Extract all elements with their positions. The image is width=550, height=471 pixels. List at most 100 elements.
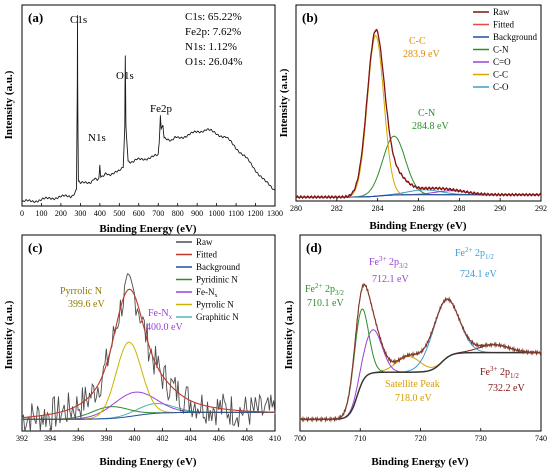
x-tick-label: 720 [415, 434, 427, 443]
panel-c-label: (c) [28, 240, 42, 255]
composition-o1s: O1s: 26.04% [185, 56, 242, 68]
x-tick-label: 408 [241, 434, 253, 443]
x-tick-label: 1000 [209, 209, 225, 218]
annotation-cn-name: C-N [418, 108, 435, 119]
x-tick-label: 600 [133, 209, 145, 218]
panel-c-xlabel: Binding Energy (eV) [99, 456, 197, 468]
x-tick-label: 284 [372, 204, 384, 213]
x-tick-label: 400 [128, 434, 140, 443]
legend-label-pyridinic-n: Pyridinic N [196, 275, 238, 285]
panel-a-xlabel: Binding Energy (eV) [99, 223, 197, 235]
legend-label-background: Background [493, 32, 537, 42]
x-tick-label: 740 [535, 434, 547, 443]
legend-label-graphitic-n: Graphitic N [196, 312, 239, 322]
legend-label-raw: Raw [493, 7, 510, 17]
annotation-fen-name: Fe-Nx [148, 308, 173, 321]
peak-label-fe2p: Fe2p [150, 103, 173, 115]
x-tick-label: 400 [94, 209, 106, 218]
annotation-pyrrolic-name: Pyrrolic N [60, 286, 102, 297]
series-line-fe-n [22, 391, 275, 420]
annotation-cc-energy: 283.9 eV [403, 49, 440, 60]
legend-label-fe-n: Fe-Nx [196, 287, 218, 299]
panel-d-xlabel: Binding Energy (eV) [371, 456, 469, 468]
peak-label-o1s: O1s [116, 70, 134, 82]
legend-label-background: Background [196, 262, 240, 272]
x-tick-label: 402 [157, 434, 169, 443]
panel-a-frame [21, 4, 276, 207]
x-tick-label: 288 [453, 204, 465, 213]
x-tick-label: 300 [74, 209, 86, 218]
legend-label-fitted: Fitted [493, 20, 515, 30]
x-tick-label: 396 [72, 434, 84, 443]
annotation-fen-energy: 400.0 eV [146, 322, 183, 333]
annotation-fe2-2p32: Fe2+ 2p3/2 [305, 282, 344, 297]
x-tick-label: 100 [35, 209, 47, 218]
x-tick-label: 282 [331, 204, 343, 213]
peak-label-c1s: C1s [70, 14, 87, 26]
annotation-cc-name: C-C [409, 36, 426, 47]
panel-c-frame [21, 234, 276, 432]
x-tick-label: 900 [191, 209, 203, 218]
panel-d-label: (d) [306, 240, 322, 255]
x-tick-label: 500 [113, 209, 125, 218]
x-tick-label: 286 [413, 204, 425, 213]
composition-n1s: N1s: 1.12% [185, 41, 237, 53]
x-tick-label: 398 [100, 434, 112, 443]
legend-label-fitted: Fitted [196, 250, 218, 260]
series-line-fitted [21, 288, 275, 419]
peak-label-n1s: N1s [88, 132, 106, 144]
series-line-raw [295, 28, 542, 200]
annotation-satellite: Satellite Peak [385, 379, 440, 390]
legend-label-raw: Raw [196, 237, 213, 247]
annotation-fe3-2p32: Fe3+ 2p3/2 [369, 255, 408, 270]
legend-label-c-n: C-N [493, 45, 509, 55]
panel-d: 700 710 720 730 740 (d) Fe2+ 2p3/2 710.1 eV … [283, 234, 547, 468]
x-tick-label: 410 [269, 434, 281, 443]
x-tick-label: 800 [172, 209, 184, 218]
panel-b-legend: Raw Fitted Background C-N C=O C-C C-O [473, 7, 537, 92]
panel-b-ylabel: Intensity (a.u.) [278, 68, 290, 137]
panel-b-label: (b) [302, 10, 318, 25]
annotation-fe3-2p12-energy: 732.2 eV [488, 383, 525, 394]
annotation-fe2-2p12: Fe2+ 2p1/2 [455, 246, 494, 261]
panel-c-legend: Raw Fitted Background Pyridinic N Fe-NxPyrro… [176, 237, 240, 322]
survey-spectrum-line [21, 15, 276, 203]
x-tick-label: 700 [294, 434, 306, 443]
panel-b-xlabel: Binding Energy (eV) [369, 220, 467, 232]
panel-a-ylabel: Intensity (a.u.) [3, 70, 15, 139]
annotation-fe2-2p32-energy: 710.1 eV [307, 298, 344, 309]
annotation-fe3-2p32-energy: 712.1 eV [372, 274, 409, 285]
annotation-satellite-energy: 718.0 eV [395, 393, 432, 404]
x-tick-label: 404 [185, 434, 197, 443]
annotation-fe2-2p12-energy: 724.1 eV [460, 269, 497, 280]
panel-c-ylabel: Intensity (a.u.) [3, 300, 15, 369]
x-tick-label: 406 [213, 434, 225, 443]
legend-label-pyrrolic-n: Pyrrolic N [196, 300, 234, 310]
x-tick-label: 1100 [228, 209, 244, 218]
x-tick-label: 280 [290, 204, 302, 213]
annotation-fe3-2p12: Fe3+ 2p1/2 [480, 365, 519, 380]
panel-a-label: (a) [28, 10, 43, 25]
annotation-fen-subscript: x [169, 313, 173, 321]
series-line-raw [299, 282, 542, 423]
annotation-cn-energy: 284.8 eV [412, 121, 449, 132]
x-tick-label: 700 [152, 209, 164, 218]
panel-d-ylabel: Intensity (a.u.) [283, 300, 295, 369]
x-tick-label: 710 [354, 434, 366, 443]
x-tick-label: 1300 [267, 209, 283, 218]
x-tick-label: 1200 [248, 209, 264, 218]
annotation-pyrrolic-energy: 399.6 eV [68, 299, 105, 310]
x-tick-label: 200 [55, 209, 67, 218]
x-tick-label: 0 [20, 209, 24, 218]
panel-a: 0 100 200 300 400 500 600 700 800 900 1000 1100 1200… [3, 4, 283, 235]
x-tick-label: 292 [535, 204, 547, 213]
x-tick-label: 290 [494, 204, 506, 213]
x-tick-label: 392 [16, 434, 28, 443]
panel-c: 392 394 396 398 400 402 404 406 408 410 (c) Raw Fi… [3, 234, 281, 468]
legend-label-c-c: C-C [493, 70, 508, 80]
series-line-raw [21, 273, 276, 432]
legend-label-c-o: C-O [493, 82, 509, 92]
composition-c1s: C1s: 65.22% [185, 11, 242, 23]
x-tick-label: 730 [475, 434, 487, 443]
series-line-background [22, 411, 275, 420]
